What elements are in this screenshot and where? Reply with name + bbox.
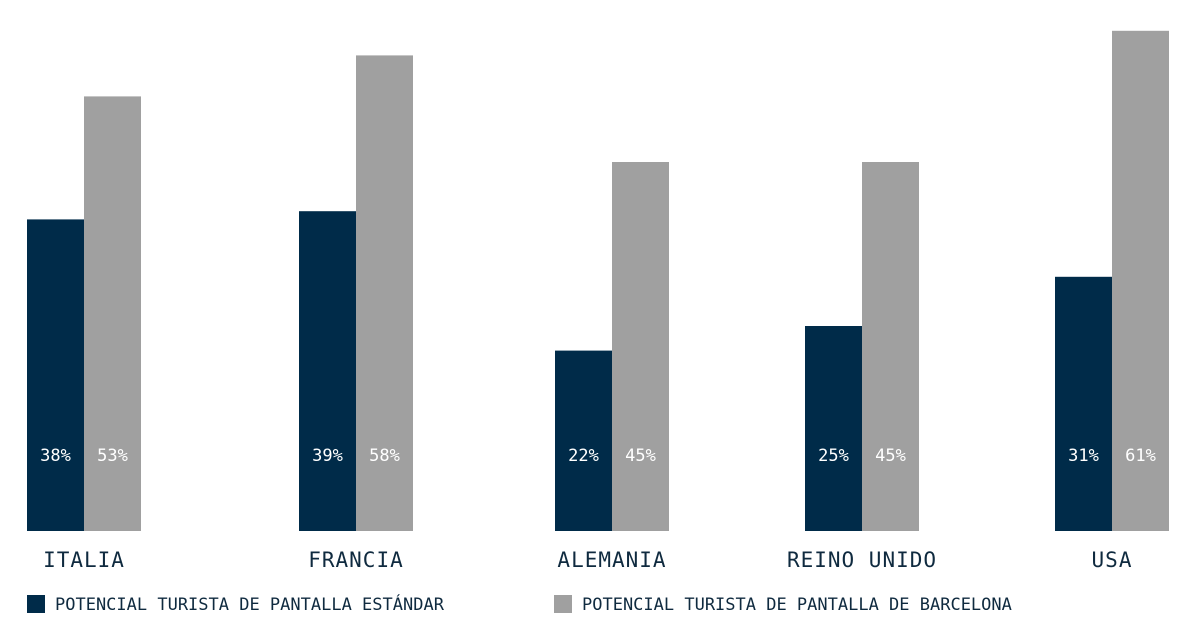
value-label-alemania-series-1: 22%	[568, 446, 599, 466]
value-label-francia-series-1: 39%	[312, 446, 343, 466]
value-label-reino-unido-series-2: 45%	[875, 446, 906, 466]
value-label-usa-series-2: 61%	[1125, 446, 1156, 466]
legend-label-series-1: POTENCIAL TURISTA DE PANTALLA ESTÁNDAR	[55, 593, 445, 615]
bar-value-labels: 38% 53% 39% 58% 22% 45% 25% 45% 31% 61%	[40, 446, 1156, 466]
bar-usa-series-1	[1055, 276, 1112, 531]
legend-label-series-2: POTENCIAL TURISTA DE PANTALLA DE BARCELO…	[582, 595, 1012, 615]
value-label-francia-series-2: 58%	[369, 446, 400, 466]
category-label-usa: USA	[1092, 548, 1133, 572]
value-label-alemania-series-2: 45%	[625, 446, 656, 466]
bar-alemania-series-1	[555, 350, 612, 531]
category-labels: ITALIA FRANCIA ALEMANIA REINO UNIDO USA	[43, 548, 1133, 572]
bar-reino-unido-series-2	[862, 162, 919, 531]
category-label-alemania: ALEMANIA	[557, 548, 666, 572]
bar-francia-series-2	[356, 55, 413, 532]
value-label-italia-series-1: 38%	[40, 446, 71, 466]
bar-francia-series-1	[299, 211, 356, 531]
legend: POTENCIAL TURISTA DE PANTALLA ESTÁNDAR PO…	[27, 593, 1012, 615]
bar-italia-series-1	[27, 219, 84, 531]
bar-usa-series-2	[1112, 30, 1169, 532]
category-label-francia: FRANCIA	[308, 548, 404, 572]
category-label-reino-unido: REINO UNIDO	[787, 548, 937, 572]
category-label-italia: ITALIA	[43, 548, 125, 572]
bar-italia-series-2	[84, 96, 141, 532]
legend-swatch-series-1	[27, 595, 45, 613]
bar-reino-unido-series-1	[805, 326, 862, 531]
legend-swatch-series-2	[554, 595, 572, 613]
value-label-reino-unido-series-1: 25%	[818, 446, 849, 466]
value-label-usa-series-1: 31%	[1068, 446, 1099, 466]
bar-alemania-series-2	[612, 162, 669, 531]
bars-group	[27, 30, 1169, 532]
value-label-italia-series-2: 53%	[97, 446, 128, 466]
